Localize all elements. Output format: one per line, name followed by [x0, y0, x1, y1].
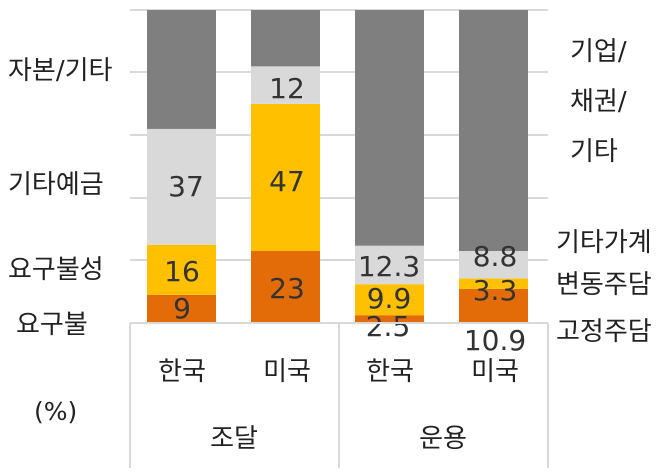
segment-value-label: 37: [168, 170, 204, 203]
right-label-corporate-2: 채권/: [570, 87, 627, 117]
right-label-other-household: 기타가계: [556, 228, 652, 258]
segment-value-label: 2.5: [366, 310, 411, 343]
bar-segment: [355, 284, 424, 316]
segment-value-label: 16: [164, 255, 200, 288]
segment-value-label: 9: [173, 292, 191, 325]
category-label: 한국: [366, 357, 414, 387]
bar-segment: [355, 10, 424, 246]
bar-segment: [355, 315, 424, 323]
bar-segment: [147, 294, 216, 323]
bars: [147, 10, 528, 323]
bar-segment: [251, 251, 320, 323]
bar-segment: [459, 278, 528, 289]
bar-segment: [459, 288, 528, 323]
category-label: 미국: [263, 357, 311, 387]
segment-value-label: 10.9: [464, 324, 526, 357]
segment-value-labels: 9 16 37 23 47 12 2.59.912.3 10.9 3.38.8: [164, 72, 526, 357]
right-label-corporate-1: 기업/: [570, 37, 627, 67]
left-label-other-deposits: 기타예금: [8, 170, 104, 200]
segment-value-label: 47: [269, 165, 305, 198]
segment-value-label: 12: [269, 72, 305, 105]
group-label: 운용: [419, 424, 467, 454]
left-label-demand-like: 요구불성: [8, 255, 104, 285]
category-label: 한국: [158, 357, 206, 387]
bar-segment: [355, 245, 424, 285]
bar-segment: [147, 128, 216, 245]
segment-value-label: 9.9: [367, 282, 412, 315]
segment-value-label: 23: [269, 272, 305, 305]
segment-value-label: 3.3: [473, 274, 518, 307]
right-label-variable-mortgage: 변동주담: [556, 270, 652, 300]
right-label-fixed-mortgage: 고정주담: [556, 317, 652, 347]
bar-segment: [459, 251, 528, 279]
bar-segment: [251, 10, 320, 67]
right-label-corporate-3: 기타: [570, 137, 618, 167]
left-label-demand: 요구불: [16, 310, 88, 340]
segment-value-label: 12.3: [358, 250, 420, 283]
group-label: 조달: [210, 424, 258, 454]
bar-segment: [147, 10, 216, 129]
bar-segment: [251, 103, 320, 252]
category-label: 미국: [471, 357, 519, 387]
bar-segment: [459, 10, 528, 252]
bar-segment: [251, 66, 320, 104]
left-label-capital-other: 자본/기타: [8, 56, 113, 86]
y-unit-label: (%): [34, 397, 77, 426]
segment-value-label: 8.8: [473, 240, 518, 273]
bar-segment: [147, 244, 216, 295]
